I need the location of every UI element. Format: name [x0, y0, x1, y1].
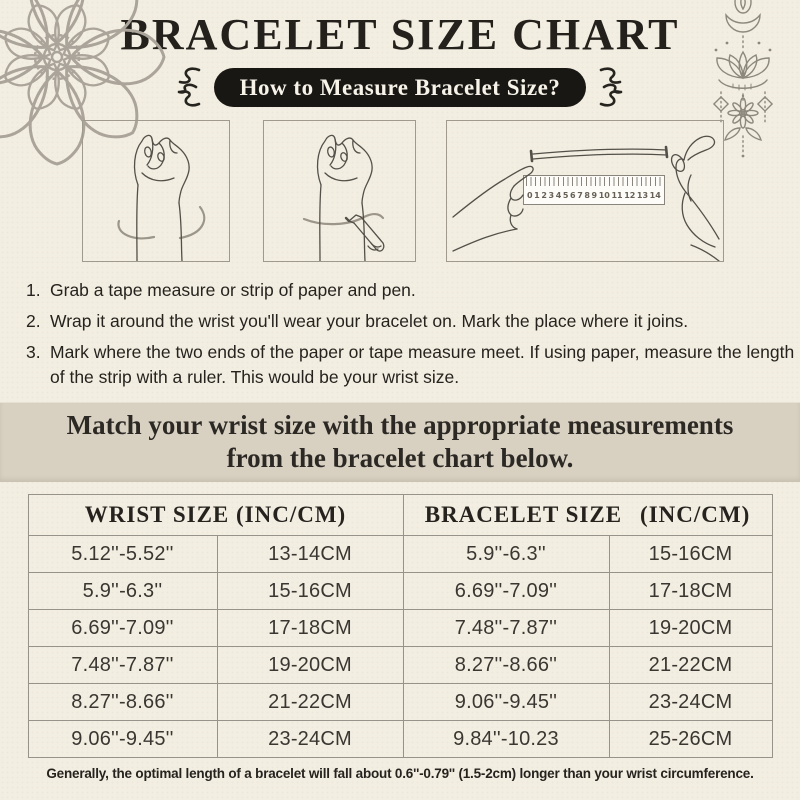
bracelet-size-inches: 6.69''-7.09'': [402, 572, 610, 611]
illustration-ruler: 0 1 2 3 4 5 6 7 8 9 10 11 12 13 14: [446, 120, 724, 263]
size-chart-row: 5.12''-5.52'' 13-14CM 5.9''-6.3'' 15-16C…: [27, 535, 773, 574]
size-chart-header-row: WRIST SIZE (INC/CM) BRACELET SIZE (INC/CM…: [27, 494, 773, 537]
size-chart-table: WRIST SIZE (INC/CM) BRACELET SIZE (INC/CM…: [27, 494, 773, 759]
bracelet-size-header-unit: (INC/CM): [640, 502, 751, 528]
wrist-size-inches: 8.27''-8.66'': [27, 683, 218, 722]
bracelet-size-cm: 23-24CM: [608, 683, 773, 722]
bracelet-size-cm: 19-20CM: [608, 609, 773, 648]
ruler-number: 0: [527, 190, 533, 200]
ruler-number: 14: [649, 190, 661, 200]
instruction-step: 3. Mark where the two ends of the paper …: [26, 340, 796, 390]
wrist-size-header: WRIST SIZE (INC/CM): [27, 494, 404, 537]
size-chart-row: 9.06''-9.45'' 23-24CM 9.84''-10.23 25-26…: [27, 720, 773, 759]
bracelet-size-inches: 8.27''-8.66'': [402, 646, 610, 685]
ruler-ticks-icon: [526, 177, 662, 187]
wrist-size-inches: 9.06''-9.45'': [27, 720, 218, 759]
ruler-number: 9: [591, 190, 598, 200]
badge-row: How to Measure Bracelet Size?: [0, 67, 800, 108]
hand-tape-icon: [117, 135, 206, 262]
wrist-size-cm: 21-22CM: [216, 683, 404, 722]
ruler: 0 1 2 3 4 5 6 7 8 9 10 11 12 13 14: [523, 175, 665, 206]
ruler-number: 10: [598, 190, 610, 200]
step-number: 3.: [26, 342, 41, 363]
ruler-number: 3: [548, 190, 555, 200]
flourish-right-icon: [600, 67, 623, 107]
instructions: 1. Grab a tape measure or strip of paper…: [26, 278, 796, 390]
ruler-number: 7: [577, 190, 583, 200]
wrist-size-inches: 5.12''-5.52'': [27, 535, 218, 574]
bracelet-size-inches: 9.84''-10.23: [402, 720, 610, 759]
bracelet-size-cm: 25-26CM: [608, 720, 773, 759]
flourish-left-icon: [177, 67, 200, 107]
ruler-numbers: 0 1 2 3 4 5 6 7 8 9 10 11 12 13 14: [524, 186, 664, 204]
bracelet-size-inches: 5.9''-6.3'': [402, 535, 610, 574]
step-number: 1.: [26, 280, 41, 301]
instruction-step: 1. Grab a tape measure or strip of paper…: [26, 278, 796, 303]
ruler-number: 12: [624, 190, 636, 200]
step-text: Mark where the two ends of the paper or …: [50, 342, 795, 388]
bracelet-size-cm: 21-22CM: [608, 646, 773, 685]
banner-line-2: from the bracelet chart below.: [226, 442, 574, 473]
ruler-number: 5: [562, 190, 569, 200]
page-title: BRACELET SIZE CHART: [120, 10, 680, 59]
instruction-step: 2. Wrap it around the wrist you'll wear …: [26, 309, 796, 334]
wrist-size-cm: 23-24CM: [216, 720, 404, 759]
ruler-number: 13: [636, 190, 649, 200]
illustration-mark-pen: [263, 120, 416, 263]
wrist-size-cm: 13-14CM: [216, 535, 404, 574]
hands-strip-icon: [452, 136, 720, 262]
bracelet-size-inches: 9.06''-9.45'': [402, 683, 610, 722]
measure-badge: How to Measure Bracelet Size?: [213, 67, 587, 108]
illustration-measure-tape: [82, 120, 230, 263]
step-text: Wrap it around the wrist you'll wear you…: [50, 311, 689, 332]
size-chart-row: 6.69''-7.09'' 17-18CM 7.48''-7.87'' 19-2…: [27, 609, 773, 648]
ruler-number: 6: [570, 190, 576, 200]
ruler-number: 4: [555, 190, 562, 200]
bracelet-size-header-name: BRACELET SIZE: [424, 502, 623, 528]
illustration-row: 0 1 2 3 4 5 6 7 8 9 10 11 12 13 14: [0, 120, 800, 263]
wrist-size-inches: 7.48''-7.87'': [27, 646, 218, 685]
ruler-number: 1: [534, 190, 540, 200]
bracelet-size-cm: 15-16CM: [608, 535, 773, 574]
hand-pen-icon: [302, 135, 385, 262]
ruler-number: 11: [611, 190, 623, 200]
wrist-size-inches: 5.9''-6.3'': [27, 572, 218, 611]
step-number: 2.: [26, 311, 41, 332]
size-chart-row: 5.9''-6.3'' 15-16CM 6.69''-7.09'' 17-18C…: [27, 572, 773, 611]
wrist-size-cm: 15-16CM: [216, 572, 404, 611]
footer-note: Generally, the optimal length of a brace…: [46, 766, 754, 782]
banner-line-1: Match your wrist size with the appropria…: [66, 410, 734, 441]
size-chart-row: 7.48''-7.87'' 19-20CM 8.27''-8.66'' 21-2…: [27, 646, 773, 685]
bracelet-size-inches: 7.48''-7.87'': [402, 609, 610, 648]
ruler-number: 8: [584, 190, 590, 200]
wrist-size-inches: 6.69''-7.09'': [27, 609, 218, 648]
wrist-size-cm: 19-20CM: [216, 646, 404, 685]
wrist-size-cm: 17-18CM: [216, 609, 404, 648]
step-text: Grab a tape measure or strip of paper an…: [50, 280, 416, 301]
bracelet-size-header: BRACELET SIZE (INC/CM): [402, 494, 773, 537]
size-chart-row: 8.27''-8.66'' 21-22CM 9.06''-9.45'' 23-2…: [27, 683, 773, 722]
ruler-number: 2: [541, 190, 547, 200]
bracelet-size-cm: 17-18CM: [608, 572, 773, 611]
match-banner: Match your wrist size with the appropria…: [0, 402, 800, 483]
